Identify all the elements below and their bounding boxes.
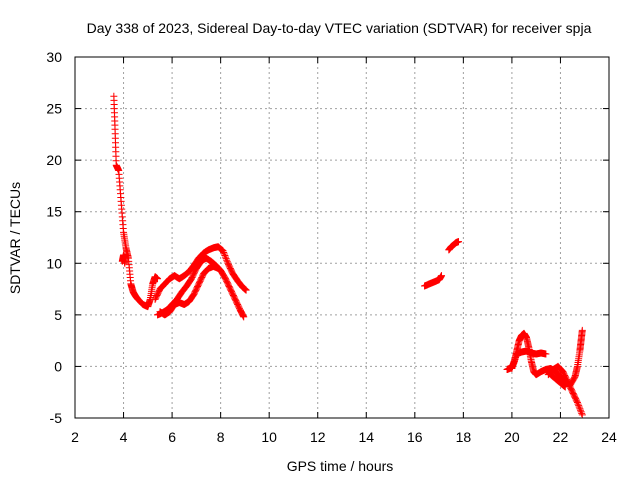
data-point-marker [219,247,227,255]
data-point-marker [574,400,582,408]
y-tick-label: 15 [46,204,62,220]
y-tick-label: 10 [46,255,62,271]
data-point-marker [560,382,568,390]
data-point-marker [578,326,586,334]
y-tick-label: 30 [46,49,62,65]
data-point-marker [511,355,519,363]
data-point-marker [189,292,197,300]
y-tick-labels: -5 0 5 10 15 20 25 30 [46,49,62,426]
x-tick-label: 6 [168,429,176,445]
data-point-marker [223,258,231,266]
data-point-marker [438,272,446,280]
x-tick-label: 20 [504,429,520,445]
data-points [110,92,586,419]
y-tick-label: -5 [50,410,63,426]
y-axis-label: SDTVAR / TECUs [7,182,23,294]
data-point-marker [510,359,518,367]
x-tick-label: 8 [217,429,225,445]
data-point-marker [573,397,581,405]
x-tick-label: 10 [261,429,277,445]
data-point-marker [509,361,517,369]
chart-title: Day 338 of 2023, Sidereal Day-to-day VTE… [87,20,592,36]
data-point-marker [221,253,229,261]
data-point-marker [559,382,567,390]
data-point-marker [214,264,222,272]
x-tick-label: 22 [553,429,569,445]
grid-lines [75,57,609,418]
data-point-marker [220,250,228,258]
plot-frame [74,56,610,419]
data-point-marker [512,354,520,362]
data-point-marker [542,350,550,358]
data-point-marker [508,364,516,372]
y-tick-label: 0 [54,358,62,374]
data-point-marker [220,248,228,256]
data-point-marker [154,275,162,283]
x-tick-label: 12 [310,429,326,445]
data-point-marker [223,256,231,264]
data-point-marker [578,409,586,417]
x-axis-label: GPS time / hours [287,458,394,474]
data-point-marker [576,405,584,413]
data-point-marker [510,357,518,365]
y-tick-label: 20 [46,152,62,168]
data-point-marker [575,402,583,410]
data-point-marker [576,406,584,414]
data-point-marker [561,383,569,391]
x-tick-label: 18 [456,429,472,445]
data-point-marker [573,399,581,407]
data-point-marker [121,259,129,267]
data-point-marker [240,313,248,321]
x-tick-labels: 2 4 6 8 10 12 14 16 18 20 22 24 [71,429,617,445]
data-point-marker [222,255,230,263]
x-tick-label: 4 [120,429,128,445]
x-tick-label: 24 [601,429,617,445]
x-tick-label: 2 [71,429,79,445]
x-tick-label: 16 [407,429,423,445]
data-point-marker [242,286,250,294]
data-point-marker [455,238,463,246]
data-point-marker [575,403,583,411]
data-point-marker [221,252,229,260]
data-point-marker [186,277,194,285]
y-tick-label: 25 [46,101,62,117]
data-point-marker [578,411,586,419]
data-point-marker [577,408,585,416]
x-tick-label: 14 [358,429,374,445]
data-point-marker [561,383,569,391]
y-tick-label: 5 [54,307,62,323]
data-point-marker [509,363,517,371]
